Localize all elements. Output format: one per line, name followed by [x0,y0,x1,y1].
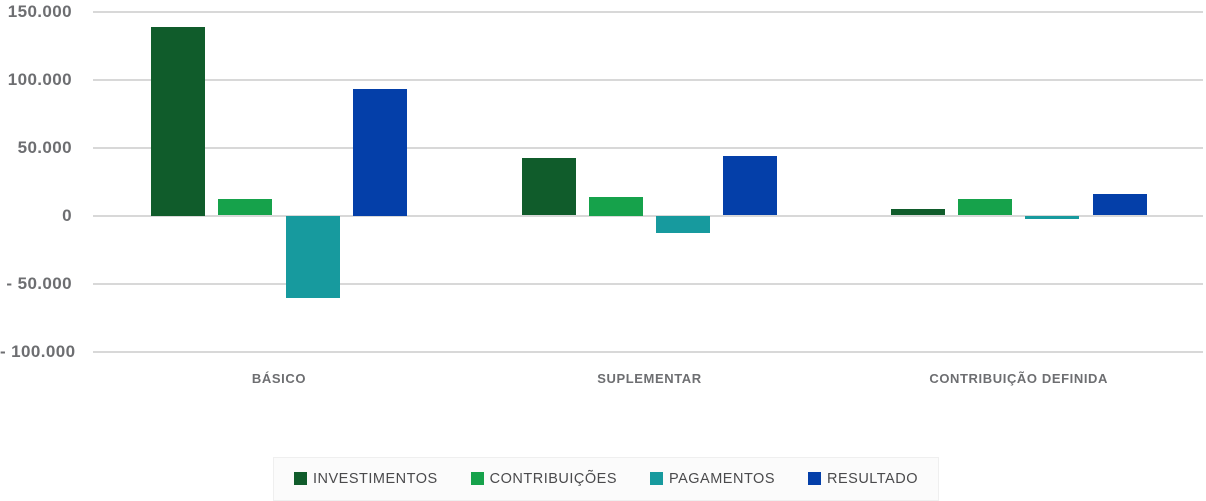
bar-investimentos-basico[interactable] [151,26,206,216]
legend-color-swatch-icon [808,472,821,485]
x-axis-label-contribuicao-definida: CONTRIBUIÇÃO DEFINIDA [929,371,1109,386]
gridline [93,282,1203,285]
bar-resultado-suplementar[interactable] [723,155,778,216]
gridline [93,78,1203,81]
y-axis-tick-label: 150.000 [7,2,72,21]
bar-contribuicoes-contribuicao-definida[interactable] [958,199,1012,216]
legend-item-label: CONTRIBUIÇÕES [489,470,618,487]
gridline [93,214,1203,217]
bar-investimentos-contribuicao-definida[interactable] [890,208,945,216]
y-axis-tick-label: 50.000 [17,138,72,157]
y-axis-tick-label: - 50.000 [6,274,72,293]
x-axis-label-suplementar: SUPLEMENTAR [597,371,702,386]
bar-contribuicoes-suplementar[interactable] [588,196,643,216]
legend-color-swatch-icon [470,472,484,485]
legend-item-label: RESULTADO [827,470,918,487]
bar-resultado-contribuicao-definida[interactable] [1092,193,1147,216]
legend-item-pagamentos[interactable]: PAGAMENTOS [650,471,775,487]
y-axis-tick-label: 0 [62,206,72,225]
y-axis-tick-label: 100.000 [7,70,72,89]
legend-item-label: INVESTIMENTOS [313,470,438,487]
x-axis-label-basico: BÁSICO [251,371,307,386]
bar-pagamentos-contribuicao-definida[interactable] [1025,215,1080,219]
bar-resultado-basico[interactable] [352,89,407,216]
y-axis-tick-label: - 100.000 [0,342,76,361]
legend: INVESTIMENTOS CONTRIBUIÇÕES PAGAMENTOS RESU… [273,456,939,501]
legend-item-contribuicoes[interactable]: CONTRIBUIÇÕES [470,470,618,487]
legend-color-swatch-icon [294,472,307,485]
legend-color-swatch-icon [650,472,664,485]
bar-contribuicoes-basico[interactable] [218,199,273,216]
gridline [93,146,1203,149]
gridline [93,10,1203,13]
bar-pagamentos-basico[interactable] [285,215,340,298]
legend-item-resultado[interactable]: RESULTADO [808,471,918,487]
legend-item-investimentos[interactable]: INVESTIMENTOS [294,471,438,487]
gridline [93,350,1203,353]
bar-investimentos-suplementar[interactable] [521,158,576,216]
legend-item-label: PAGAMENTOS [669,470,775,487]
bar-pagamentos-suplementar[interactable] [656,215,711,234]
